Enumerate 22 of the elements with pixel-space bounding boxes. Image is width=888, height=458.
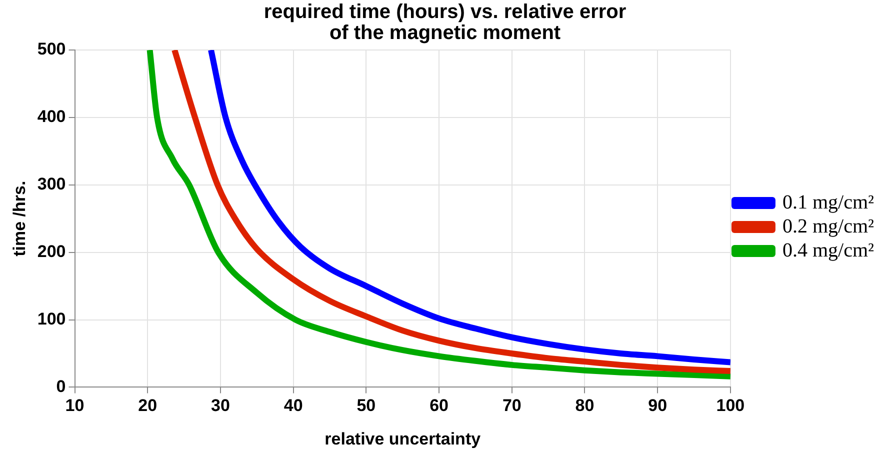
x-tick-label: 10	[65, 396, 84, 416]
legend-label: 0.4 mg/cm²	[782, 239, 874, 262]
x-tick-label: 30	[211, 396, 230, 416]
x-tick-label: 60	[430, 396, 448, 416]
chart-title: required time (hours) vs. relative error of the magnetic moment	[264, 1, 626, 44]
x-tick-label: 100	[716, 396, 745, 416]
y-tick-label: 500	[37, 40, 66, 59]
y-axis-title: time /hrs.	[10, 180, 29, 256]
x-tick-label: 70	[502, 396, 522, 416]
legend-label: 0.1 mg/cm²	[782, 191, 874, 214]
x-tick-label: 20	[138, 396, 158, 416]
y-tick-label: 300	[37, 174, 66, 194]
x-tick-label: 40	[284, 396, 303, 416]
y-tick-label: 400	[37, 107, 66, 126]
y-tick-label: 100	[37, 309, 66, 328]
y-tick-label: 200	[37, 242, 66, 262]
x-tick-label: 90	[648, 396, 668, 416]
x-tick-label: 50	[356, 396, 376, 416]
x-axis-title: relative uncertainty	[324, 429, 482, 448]
y-tick-label: 0	[56, 376, 66, 396]
x-tick-label: 80	[575, 396, 594, 416]
legend-label: 0.2 mg/cm²	[782, 215, 874, 238]
